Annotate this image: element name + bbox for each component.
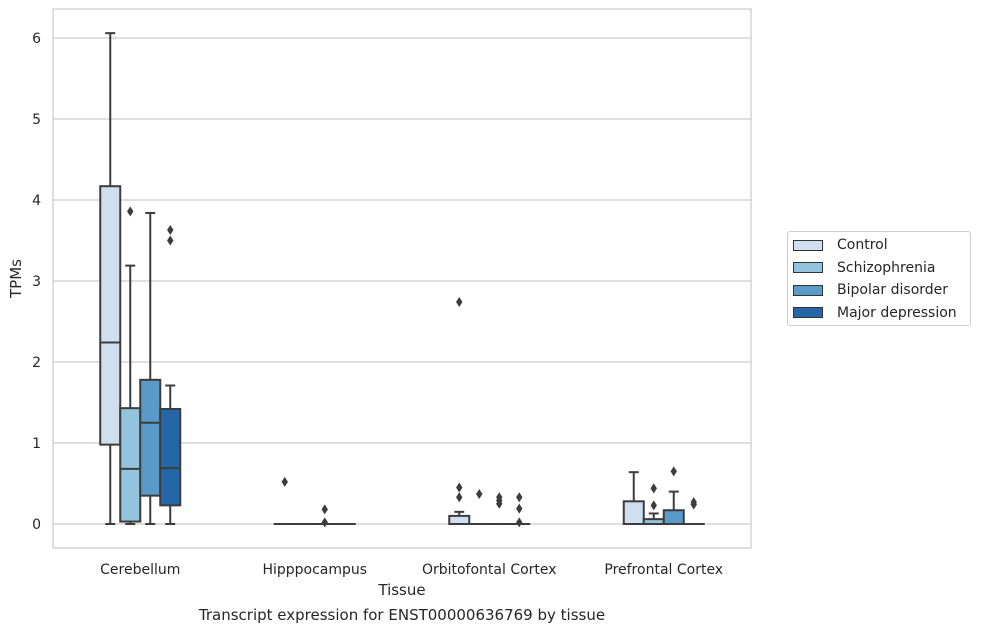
box-schizophrenia bbox=[642, 483, 665, 526]
outlier-point bbox=[321, 504, 328, 515]
legend-label: Control bbox=[837, 237, 888, 253]
legend: Control Schizophrenia Bipolar disorder Majo… bbox=[787, 231, 971, 326]
box-bipolar-disorder bbox=[662, 466, 685, 526]
y-tick-label: 5 bbox=[32, 112, 41, 128]
y-tick-label: 0 bbox=[32, 517, 41, 533]
x-axis-label: Tissue bbox=[377, 581, 425, 599]
box-body bbox=[139, 378, 162, 497]
outlier-point bbox=[690, 499, 697, 510]
legend-swatch bbox=[793, 307, 823, 318]
legend-label: Schizophrenia bbox=[837, 259, 936, 276]
outlier-point bbox=[650, 500, 657, 511]
box-body bbox=[119, 407, 142, 523]
box-control bbox=[622, 471, 645, 526]
legend-item: Major depression bbox=[793, 303, 957, 323]
x-tick-label: Orbitofontal Cortex bbox=[422, 562, 557, 578]
box-schizophrenia bbox=[119, 206, 142, 525]
outlier-point bbox=[321, 517, 328, 528]
plot-frame bbox=[52, 8, 752, 549]
x-tick-label: Prefrontal Cortex bbox=[604, 562, 723, 578]
box-major-depression bbox=[682, 497, 705, 526]
legend-item: Bipolar disorder bbox=[793, 280, 948, 300]
legend-swatch bbox=[793, 262, 823, 273]
outlier-point bbox=[281, 476, 288, 487]
box-body bbox=[448, 514, 471, 526]
box-major-depression bbox=[159, 224, 182, 525]
y-tick-label: 4 bbox=[32, 193, 41, 209]
outlier-point bbox=[456, 482, 463, 493]
y-tick-label: 6 bbox=[32, 31, 41, 47]
y-tick-label: 1 bbox=[32, 436, 41, 452]
y-axis-label: TPMs bbox=[7, 259, 25, 299]
outlier-point bbox=[496, 498, 503, 509]
box-body bbox=[99, 185, 122, 446]
x-tick-label: Hipppocampus bbox=[262, 562, 367, 578]
box-body bbox=[622, 500, 645, 526]
outlier-point bbox=[516, 492, 523, 503]
outlier-point bbox=[516, 517, 523, 528]
box-schizophrenia bbox=[468, 489, 491, 526]
legend-swatch bbox=[793, 284, 823, 296]
outlier-point bbox=[476, 489, 483, 500]
outlier-point bbox=[167, 235, 174, 246]
box-control bbox=[448, 297, 471, 526]
box-bipolar-disorder bbox=[488, 492, 511, 526]
outlier-point bbox=[456, 492, 463, 503]
outlier-point bbox=[127, 206, 134, 217]
box-body bbox=[662, 509, 685, 526]
legend-label: Bipolar disorder bbox=[837, 282, 949, 298]
outlier-point bbox=[456, 297, 463, 308]
y-tick-label: 3 bbox=[32, 274, 41, 290]
outlier-point bbox=[516, 503, 523, 514]
legend-swatch bbox=[793, 239, 823, 251]
x-tick-label: Cerebellum bbox=[100, 562, 180, 578]
legend-item: Schizophrenia bbox=[793, 258, 935, 278]
y-tick-label: 2 bbox=[32, 355, 41, 371]
box-control bbox=[273, 476, 296, 526]
box-control bbox=[99, 32, 122, 525]
outlier-point bbox=[650, 483, 657, 494]
x-tick-labels: Cerebellum Hipppocampus Orbitofontal Corte… bbox=[100, 562, 723, 578]
box-body bbox=[159, 407, 182, 507]
box-series bbox=[99, 32, 705, 528]
y-tick-labels: 0 1 2 3 4 5 6 bbox=[32, 31, 41, 533]
box-major-depression bbox=[508, 492, 531, 528]
legend-item: Control bbox=[793, 235, 888, 255]
box-bipolar-disorder bbox=[139, 211, 162, 525]
chart-caption: Transcript expression for ENST0000063676… bbox=[198, 606, 606, 624]
legend-label: Major depression bbox=[837, 304, 957, 321]
box-bipolar-disorder bbox=[313, 504, 336, 528]
outlier-point bbox=[670, 466, 677, 477]
outlier-point bbox=[167, 224, 174, 235]
